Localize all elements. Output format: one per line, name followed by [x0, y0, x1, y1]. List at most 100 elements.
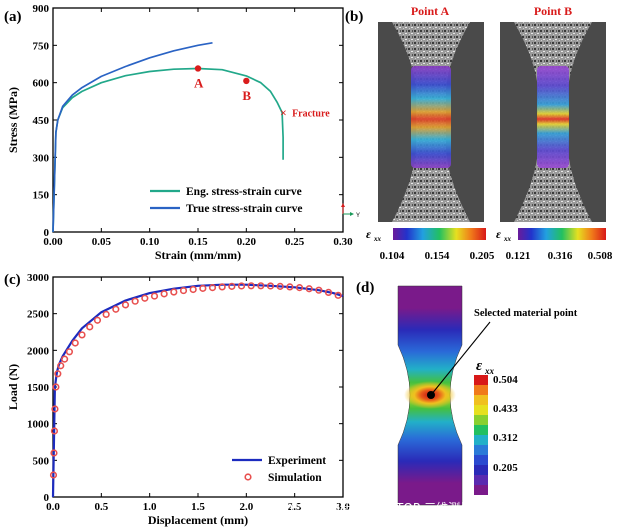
point-b-title: Point B	[534, 4, 572, 18]
load-x-tick-label: 3.0	[336, 501, 350, 513]
stress-y-tick-label: 300	[33, 152, 50, 164]
load-simulation-point	[295, 284, 304, 292]
svg-text:0.312: 0.312	[493, 432, 518, 444]
load-simulation-point	[150, 292, 159, 300]
load-legend-swatch	[244, 473, 252, 481]
load-simulation-point	[286, 283, 294, 291]
load-legend-label: Experiment	[268, 455, 326, 467]
stress-x-tick-label: 0.10	[140, 236, 160, 248]
svg-text:0.508: 0.508	[588, 250, 613, 262]
load-simulation-point	[121, 301, 130, 309]
svg-text:0.104: 0.104	[380, 250, 405, 262]
svg-text:Y: Y	[356, 213, 360, 219]
load-simulation-point	[315, 286, 323, 294]
load-simulation-point	[50, 449, 58, 457]
load-x-tick-label: 0.5	[94, 501, 108, 513]
load-simulation-point	[199, 284, 207, 292]
load-displacement-chart: 0.0 0.5 1.0 1.5 2.0 2.5 3.0 0 500 1000 1500 2000 250…	[6, 272, 350, 527]
stress-y-tick-label: 0	[44, 227, 50, 239]
load-simulation-point	[65, 348, 74, 356]
stress-y-tick-label: 750	[33, 40, 50, 52]
panel-label-d: (d)	[356, 280, 374, 296]
fem-colorbar: 0.504 0.433 0.312 0.205	[474, 374, 518, 495]
csdn-watermark: CSDN @新拓三维XTOP-三维测量-3D	[290, 500, 493, 515]
load-legend-label: Simulation	[268, 472, 322, 484]
colorbar-b: ε xx 0.121 0.316 0.508	[496, 227, 613, 262]
svg-text:0.504: 0.504	[493, 374, 518, 386]
stress-x-tick-label: 0.25	[285, 236, 305, 248]
selected-material-point-label: Selected material point	[474, 308, 578, 319]
load-x-tick-label: 1.0	[143, 501, 157, 513]
load-simulation-point	[218, 283, 226, 291]
load-simulation-point	[141, 294, 149, 302]
stress-y-tick-label: 600	[33, 78, 50, 90]
load-simulation-point	[54, 370, 62, 378]
load-displacement-legend: Experiment Simulation	[232, 455, 326, 484]
load-displacement-series	[49, 282, 344, 498]
load-simulation-point	[93, 316, 102, 324]
load-simulation-point	[160, 290, 168, 298]
load-simulation-point	[102, 310, 110, 319]
load-y-tick-label: 1000	[27, 419, 50, 431]
specimen-image-a	[378, 22, 484, 222]
wechat-logo-watermark: 新拓三维	[514, 492, 578, 507]
specimen-image-b	[500, 22, 606, 222]
load-simulation-point	[257, 282, 265, 290]
load-simulation-point	[86, 323, 94, 331]
load-simulation-point	[60, 355, 69, 363]
panel-label-a: (a)	[4, 9, 22, 25]
load-simulation-point	[51, 405, 59, 413]
stress-y-tick-label: 900	[33, 3, 50, 15]
load-displacement-x-axis-title: Displacement (mm)	[148, 513, 248, 527]
point-a-marker	[194, 65, 202, 72]
load-simulation-point	[276, 282, 284, 290]
stress-strain-annotations: A B × Fracture	[194, 65, 330, 120]
load-simulation-point	[49, 471, 58, 479]
dic-strain-maps: Point A Point B ε xx 0.104 0.154 0.205 ε…	[366, 4, 613, 262]
svg-text:ε: ε	[496, 227, 501, 241]
load-y-tick-label: 1500	[27, 382, 50, 394]
stress-series-line-1	[52, 41, 213, 233]
stress-x-tick-label: 0.05	[92, 236, 112, 248]
load-simulation-point	[78, 331, 86, 339]
load-simulation-point	[189, 285, 197, 294]
load-x-tick-label: 0.0	[46, 501, 60, 513]
load-y-tick-label: 2500	[27, 309, 50, 321]
load-y-tick-label: 500	[33, 455, 50, 467]
load-simulation-point	[266, 282, 275, 290]
svg-text:0.121: 0.121	[506, 250, 531, 262]
load-simulation-point	[71, 339, 79, 347]
point-a-label: A	[194, 75, 204, 90]
stress-strain-chart: 0.00 0.05 0.10 0.15 0.20 0.25 0.30 0 150 300 450 60…	[6, 3, 360, 262]
load-simulation-point	[50, 427, 59, 435]
stress-y-tick-label: 150	[33, 190, 50, 202]
panel-label-b: (b)	[345, 9, 363, 25]
axis-triad-icon: Y	[341, 203, 360, 219]
load-x-tick-label: 1.5	[191, 501, 205, 513]
stress-plot-frame	[52, 7, 344, 233]
stress-strain-y-axis-title: Stress (MPa)	[6, 87, 20, 153]
stress-strain-x-axis-title: Strain (mm/mm)	[155, 248, 241, 262]
load-simulation-point	[237, 282, 246, 290]
wechat-icon	[514, 494, 526, 506]
svg-text:0.154: 0.154	[425, 250, 450, 262]
load-simulation-point	[179, 286, 188, 295]
svg-text:0.205: 0.205	[470, 250, 495, 262]
point-b-marker	[243, 77, 250, 85]
stress-legend-label: Eng. stress-strain curve	[186, 186, 302, 198]
svg-text:xx: xx	[484, 366, 495, 376]
svg-text:0.316: 0.316	[548, 250, 573, 262]
stress-strain-axes: 0.00 0.05 0.10 0.15 0.20 0.25 0.30 0 150 300 450 60…	[33, 3, 354, 248]
load-y-tick-label: 3000	[27, 272, 50, 284]
load-x-tick-label: 2.0	[239, 501, 253, 513]
load-y-tick-label: 2000	[27, 345, 50, 357]
stress-x-tick-label: 0.00	[43, 236, 63, 248]
load-simulation-point	[334, 291, 342, 299]
point-b-label: B	[242, 88, 251, 103]
svg-text:新拓三维: 新拓三维	[530, 492, 578, 507]
stress-legend-label: True stress-strain curve	[186, 203, 302, 215]
svg-text:ε: ε	[366, 227, 371, 241]
svg-text:xx: xx	[373, 235, 382, 243]
load-simulation-point	[57, 362, 65, 370]
